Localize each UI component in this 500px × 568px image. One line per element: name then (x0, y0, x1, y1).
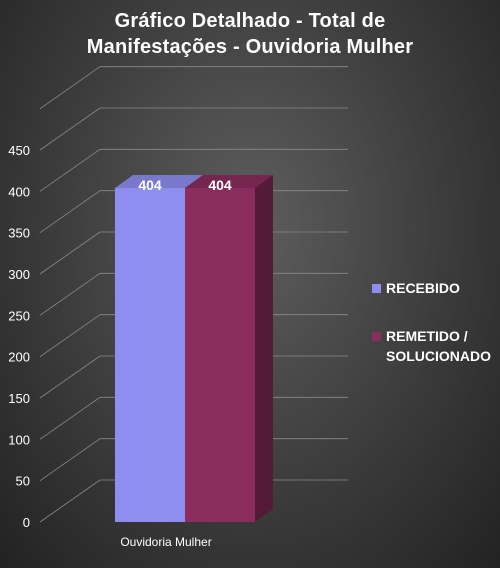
gridline-depth-8 (39, 149, 101, 192)
legend-swatch-recebido (372, 284, 381, 293)
bar-1-top (185, 175, 273, 189)
gridline-depth-top (39, 66, 101, 109)
y-tick-label-4: 200 (8, 350, 30, 365)
chart-title-line-1: Gráfico Detalhado - Total de (114, 10, 386, 32)
gridline-depth-5 (39, 273, 101, 316)
legend-label-remetido-line-2: SOLUCIONADO (386, 348, 491, 364)
y-tick-label-6: 300 (8, 267, 30, 282)
chart-title: Gráfico Detalhado - Total de Manifestaçõ… (0, 8, 500, 60)
gridline-depth-3 (39, 355, 101, 399)
bar-0-top (115, 175, 203, 189)
y-tick-label-2: 100 (8, 432, 30, 447)
bar-1-front (185, 188, 255, 522)
gridline-depth-9 (39, 107, 101, 151)
gridline-depth-2 (39, 397, 101, 440)
gridline-depth-7 (39, 190, 101, 233)
y-tick-label-5: 250 (8, 308, 30, 323)
chart-title-line-2: Manifestações - Ouvidoria Mulher (86, 36, 414, 58)
y-tick-label-3: 150 (8, 391, 30, 406)
legend: RECEBIDO REMETIDO / SOLUCIONADO (372, 278, 491, 394)
y-tick-label-1: 50 (16, 474, 30, 489)
y-tick-label-0: 0 (23, 515, 30, 530)
legend-item-recebido: RECEBIDO (372, 278, 491, 298)
gridline-depth-1 (39, 438, 101, 481)
gridline-depth-0 (39, 479, 101, 523)
bar-1-side (255, 175, 273, 522)
bar-0-front (115, 188, 185, 522)
y-tick-label-7: 350 (8, 226, 30, 241)
legend-swatch-remetido (372, 332, 381, 341)
data-label-1: 404 (208, 177, 232, 193)
y-tick-label-9: 450 (8, 143, 30, 158)
legend-label-remetido-line-1: REMETIDO / (386, 328, 468, 344)
gridline-depth-6 (39, 231, 101, 275)
y-tick-label-8: 400 (8, 184, 30, 199)
legend-label-recebido: RECEBIDO (386, 280, 460, 296)
data-label-0: 404 (138, 177, 162, 193)
legend-item-remetido: REMETIDO / SOLUCIONADO (372, 326, 491, 366)
gridline-depth-4 (39, 314, 101, 357)
x-category-label: Ouvidoria Mulher (120, 535, 211, 549)
